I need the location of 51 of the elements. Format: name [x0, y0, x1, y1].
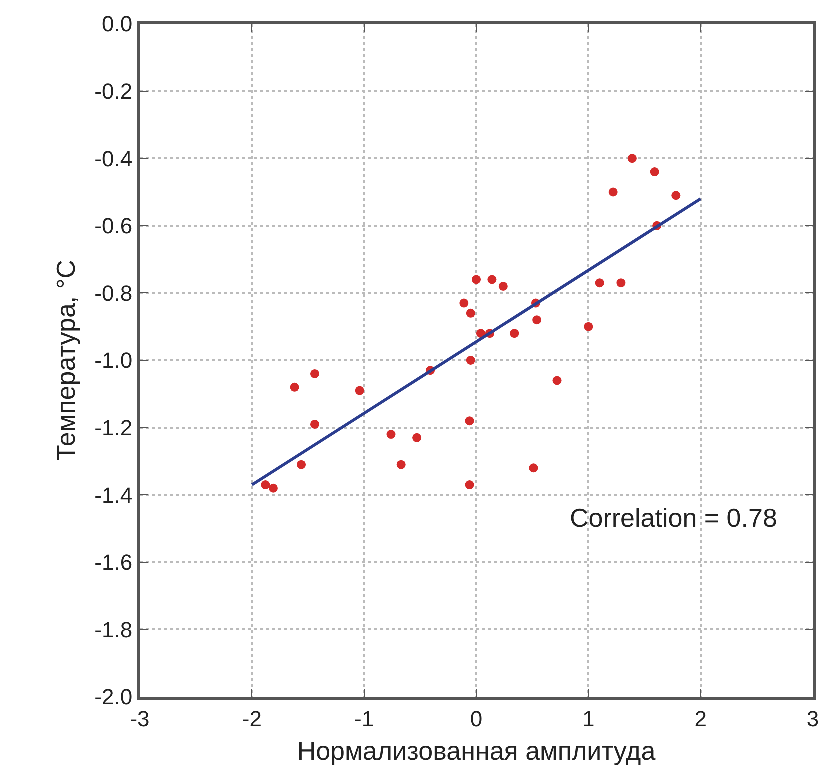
point — [510, 329, 520, 338]
point — [396, 460, 406, 470]
y-tick-label: -0.8 — [94, 280, 133, 306]
y-tick-label: -0.2 — [94, 79, 133, 104]
point — [616, 278, 626, 288]
point — [465, 480, 474, 490]
point — [465, 416, 474, 426]
y-tick-label: -1.6 — [94, 550, 133, 576]
y-tick-label: -0.4 — [94, 146, 133, 172]
point — [650, 168, 660, 177]
point — [472, 275, 481, 284]
x-tick-label: -2 — [242, 706, 262, 732]
point — [386, 430, 396, 440]
x-tick-label: 0 — [470, 706, 483, 732]
y-tick-label: -1.0 — [94, 348, 133, 374]
x-tick-label: 3 — [806, 706, 820, 732]
point — [460, 298, 469, 308]
x-tick-label: 2 — [694, 706, 707, 732]
point — [310, 369, 320, 378]
y-tick-label: -1.8 — [94, 617, 133, 642]
point — [498, 282, 508, 291]
point — [529, 464, 538, 473]
point — [466, 308, 476, 318]
point — [412, 433, 422, 442]
point — [310, 420, 320, 429]
point — [268, 484, 278, 493]
point — [532, 316, 542, 325]
x-tick-label: -3 — [130, 706, 150, 732]
x-tick-label: 1 — [582, 706, 595, 732]
y-tick-label: 0.0 — [102, 12, 133, 37]
y-tick-label: -1.4 — [94, 482, 133, 508]
point — [488, 275, 497, 284]
point — [290, 382, 300, 392]
x-axis-title: Нормализованная амплитуда — [297, 736, 656, 766]
point — [476, 329, 486, 338]
point — [628, 154, 637, 164]
y-axis-title: Температура, °C — [51, 260, 82, 462]
point — [297, 460, 306, 470]
y-tick-label: -1.2 — [94, 416, 133, 440]
x-tick-label: -1 — [354, 706, 374, 732]
point — [584, 322, 594, 332]
y-tick-label: -2.0 — [94, 684, 133, 710]
point — [608, 188, 618, 197]
point — [355, 386, 364, 396]
annotation: Correlation = 0.78 — [570, 503, 778, 533]
point — [672, 191, 681, 200]
point — [261, 480, 270, 490]
point — [595, 278, 604, 288]
y-tick-label: -0.6 — [94, 214, 133, 239]
point — [466, 356, 476, 365]
point — [552, 376, 562, 386]
